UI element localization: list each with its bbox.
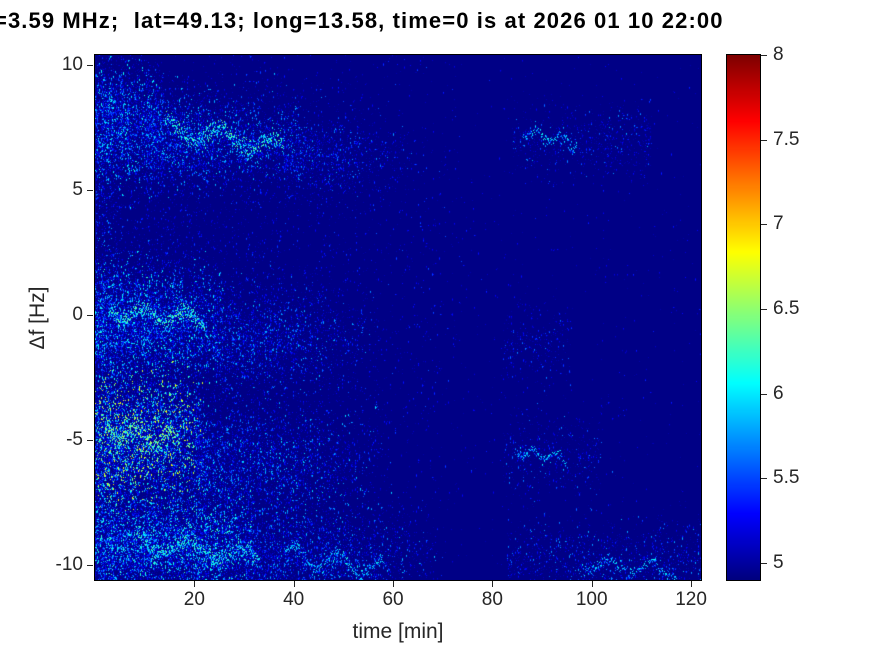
colorbar-tick-label: 7	[773, 213, 784, 235]
x-tick-mark	[492, 581, 494, 587]
colorbar-tick-label: 5	[773, 552, 784, 574]
colorbar-tick-label: 8	[773, 44, 784, 65]
colorbar-tick-mark	[761, 563, 767, 565]
colorbar-tick-label: 7.5	[773, 128, 800, 150]
x-axis-label: time [min]	[352, 620, 444, 643]
y-tick-label: -10	[55, 554, 83, 575]
colorbar	[726, 54, 761, 581]
colorbar-tick-mark	[761, 139, 767, 141]
x-tick-mark	[194, 581, 196, 587]
y-tick-label: -5	[66, 429, 83, 450]
colorbar-tick-mark	[761, 55, 767, 56]
y-tick-mark	[87, 440, 93, 441]
colorbar-tick-mark	[761, 224, 767, 226]
x-tick-label: 40	[283, 589, 305, 610]
y-tick-label: 0	[72, 304, 83, 325]
x-tick-label: 100	[575, 589, 608, 610]
y-axis-label: Δf [Hz]	[26, 286, 49, 350]
x-tick-label: 80	[481, 589, 503, 610]
y-tick-mark	[87, 565, 93, 566]
y-tick-mark	[87, 190, 93, 191]
colorbar-tick-label: 6.5	[773, 298, 800, 320]
x-tick-label: 60	[382, 589, 404, 610]
y-tick-label: 5	[72, 179, 83, 200]
x-tick-label: 20	[183, 589, 205, 610]
heatmap-canvas	[94, 54, 702, 581]
x-tick-label: 120	[675, 589, 707, 610]
x-tick-mark	[591, 581, 593, 587]
colorbar-tick-mark	[761, 393, 767, 395]
y-tick-mark	[87, 65, 93, 66]
chart-title: =3.59 MHz; lat=49.13; long=13.58, time=0…	[0, 8, 724, 33]
colorbar-tick-label: 6	[773, 382, 784, 404]
colorbar-tick-mark	[761, 478, 767, 480]
x-tick-mark	[393, 581, 395, 587]
x-tick-mark	[691, 581, 693, 587]
y-tick-label: 10	[61, 54, 83, 75]
x-tick-mark	[293, 581, 295, 587]
colorbar-tick-label: 5.5	[773, 467, 800, 489]
y-tick-mark	[87, 315, 93, 316]
colorbar-tick-mark	[761, 309, 767, 311]
